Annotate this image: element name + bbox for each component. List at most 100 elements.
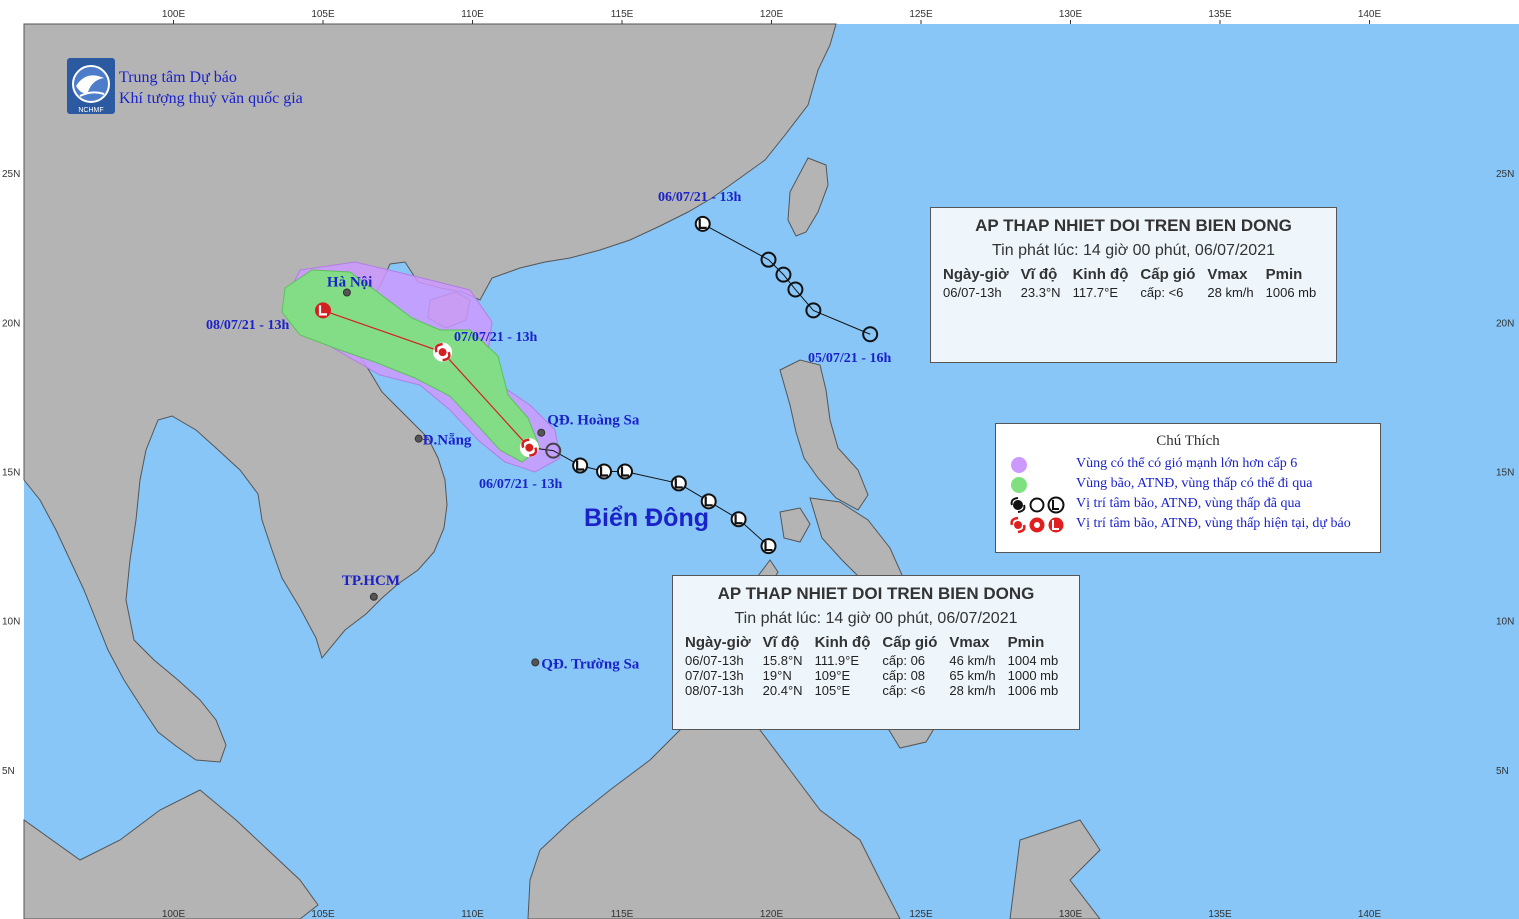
lat-tick-label-right: 25N bbox=[1496, 169, 1514, 180]
lon-tick-label-bottom: 140E bbox=[1358, 909, 1382, 919]
sea-label: Biển Đông bbox=[584, 504, 709, 532]
lat-tick-label-left: 20N bbox=[2, 318, 20, 329]
ha-noi-label: Hà Nội bbox=[327, 275, 372, 291]
south-current-label: 06/07/21 - 13h bbox=[479, 477, 562, 492]
lon-tick-label-bottom: 135E bbox=[1208, 909, 1232, 919]
lon-tick-label-top: 125E bbox=[909, 9, 933, 20]
table-cell: 117.7°E bbox=[1072, 285, 1118, 300]
south-track-point-low bbox=[670, 475, 687, 492]
table-cell: 08/07-13h bbox=[685, 683, 744, 698]
table-cell: cấp: 06 bbox=[882, 653, 926, 668]
agency-name-line2: Khí tượng thuỷ văn quốc gia bbox=[119, 90, 303, 107]
forecast-storm-point bbox=[433, 342, 453, 362]
forecast-48h-label: 08/07/21 - 13h bbox=[206, 318, 289, 333]
storm-tracks bbox=[315, 215, 879, 555]
table-row: 06/07-13h 23.3°N 117.7°E cấp: <6 28 km/h 1006… bbox=[937, 285, 1322, 300]
lat-tick-label-right: 15N bbox=[1496, 468, 1514, 479]
current-depression-icon bbox=[1029, 517, 1045, 533]
table-cell: 28 km/h bbox=[1207, 285, 1254, 300]
lon-tick-label-top: 105E bbox=[311, 9, 335, 20]
info-north-header-row: Ngày-giờ Vĩ độ Kinh độ Cấp gió Vmax Pmin bbox=[937, 266, 1322, 285]
info-south-title: AP THAP NHIET DOI TREN BIEN DONG bbox=[717, 584, 1035, 603]
table-row: 08/07-13h 20.4°N 105°E cấp: <6 28 km/h 1006 m… bbox=[679, 683, 1064, 698]
sulawesi-island bbox=[1009, 819, 1101, 919]
info-north-title: AP THAP NHIET DOI TREN BIEN DONG bbox=[975, 216, 1292, 235]
borneo-island bbox=[527, 699, 901, 919]
svg-text:NCHMF: NCHMF bbox=[78, 107, 103, 114]
table-cell: 07/07-13h bbox=[685, 668, 744, 683]
north-track-line bbox=[702, 223, 871, 335]
north-start-label: 05/07/21 - 16h bbox=[808, 351, 891, 366]
table-cell: 15.8°N bbox=[762, 653, 803, 668]
south-track-point-low bbox=[700, 493, 717, 510]
table-cell: cấp: <6 bbox=[1140, 285, 1184, 300]
info-south-table: Ngày-giờ Vĩ độ Kinh độ Cấp gió Vmax Pmin 06/0… bbox=[679, 634, 1064, 698]
info-box-north: AP THAP NHIET DOI TREN BIEN DONG Tin phá… bbox=[930, 207, 1337, 363]
south-track-point-low bbox=[730, 511, 747, 528]
lat-tick-label-right: 20N bbox=[1496, 318, 1514, 329]
truong-sa-marker bbox=[531, 658, 540, 667]
mainland bbox=[23, 23, 837, 763]
table-header-cell: Kinh độ bbox=[1072, 266, 1129, 283]
north-track-point-low bbox=[694, 215, 711, 232]
agency-name-line1: Trung tâm Dự báo bbox=[119, 69, 237, 86]
place-markers: Hà Nội Đ.Nẵng TP.HCM QĐ. Hoàng Sa QĐ. Trường… bbox=[327, 275, 640, 673]
north-track-point bbox=[862, 326, 879, 343]
info-north-table: Ngày-giờ Vĩ độ Kinh độ Cấp gió Vmax Pmin 06/0… bbox=[937, 266, 1322, 300]
north-track-point bbox=[805, 302, 822, 319]
lon-tick-label-top: 110E bbox=[461, 9, 484, 20]
ha-noi-marker bbox=[342, 288, 351, 297]
table-cell: 23.3°N bbox=[1020, 285, 1061, 300]
table-row: 06/07-13h 15.8°N 111.9°E cấp: 06 46 km/h 1004… bbox=[679, 653, 1064, 668]
south-track-point-recent bbox=[545, 442, 562, 459]
info-north-issued: Tin phát lúc: 14 giờ 00 phút, 06/07/2021 bbox=[992, 242, 1275, 259]
table-cell: 111.9°E bbox=[814, 653, 860, 668]
north-track-point bbox=[760, 251, 777, 268]
tp-hcm-marker bbox=[369, 592, 378, 601]
green-dot-icon bbox=[1011, 477, 1027, 493]
lat-tick-label-left: 10N bbox=[2, 617, 20, 628]
lat-tick-label-left: 5N bbox=[2, 766, 15, 777]
north-track-point bbox=[787, 281, 804, 298]
forecast-low-point bbox=[315, 302, 331, 319]
lon-tick-label-bottom: 100E bbox=[162, 909, 186, 919]
agency-name: Trung tâm Dự báo Khí tượng thuỷ văn quốc… bbox=[119, 67, 303, 109]
lon-tick-label-bottom: 110E bbox=[461, 909, 484, 919]
legend-item-wind-area: Vùng có thể có gió mạnh lớn hơn cấp 6 bbox=[996, 455, 1380, 475]
graticule-ticks: 100E 100E 105E 105E 110E 110E 115E 115E 120E 120E… bbox=[2, 9, 1514, 919]
table-header-cell: Vmax bbox=[1207, 266, 1248, 283]
past-depression-icon bbox=[1029, 497, 1045, 513]
luzon-island bbox=[779, 359, 869, 511]
table-header-cell: Ngày-giờ bbox=[943, 266, 1009, 283]
north-track-point bbox=[775, 266, 792, 283]
mindoro-island bbox=[779, 507, 811, 543]
purple-dot-icon bbox=[1011, 457, 1027, 473]
lat-tick-label-left: 15N bbox=[2, 468, 20, 479]
table-header-cell: Cấp gió bbox=[882, 634, 938, 651]
table-header-cell: Cấp gió bbox=[1140, 266, 1196, 283]
past-low-icon bbox=[1047, 496, 1065, 514]
hoang-sa-marker bbox=[537, 428, 546, 437]
table-header-cell: Kinh độ bbox=[814, 634, 871, 651]
legend-item-past-positions: Vị trí tâm bão, ATNĐ, vùng thấp đã qua bbox=[996, 495, 1380, 515]
table-header-cell: Vĩ độ bbox=[762, 634, 800, 651]
lon-tick-label-bottom: 120E bbox=[760, 909, 784, 919]
info-south-issued: Tin phát lúc: 14 giờ 00 phút, 06/07/2021 bbox=[734, 610, 1018, 627]
legend-item-path-area: Vùng bão, ATNĐ, vùng thấp có thể đi qua bbox=[996, 475, 1380, 495]
table-cell: 06/07-13h bbox=[685, 653, 744, 668]
lon-tick-label-bottom: 115E bbox=[611, 909, 634, 919]
table-cell: 46 km/h bbox=[949, 653, 996, 668]
table-cell: 1000 mb bbox=[1007, 668, 1059, 683]
hoang-sa-label: QĐ. Hoàng Sa bbox=[547, 413, 640, 429]
table-cell: 109°E bbox=[814, 668, 851, 683]
table-cell: 1004 mb bbox=[1007, 653, 1059, 668]
past-storm-icon bbox=[1010, 497, 1026, 513]
lon-tick-label-top: 100E bbox=[162, 9, 186, 20]
da-nang-marker bbox=[414, 434, 423, 443]
forecast-24h-label: 07/07/21 - 13h bbox=[454, 330, 537, 345]
south-track-point-low bbox=[596, 463, 613, 480]
lat-tick-label-right: 10N bbox=[1496, 617, 1514, 628]
table-cell: 105°E bbox=[814, 683, 851, 698]
table-header-cell: Pmin bbox=[1265, 266, 1303, 283]
